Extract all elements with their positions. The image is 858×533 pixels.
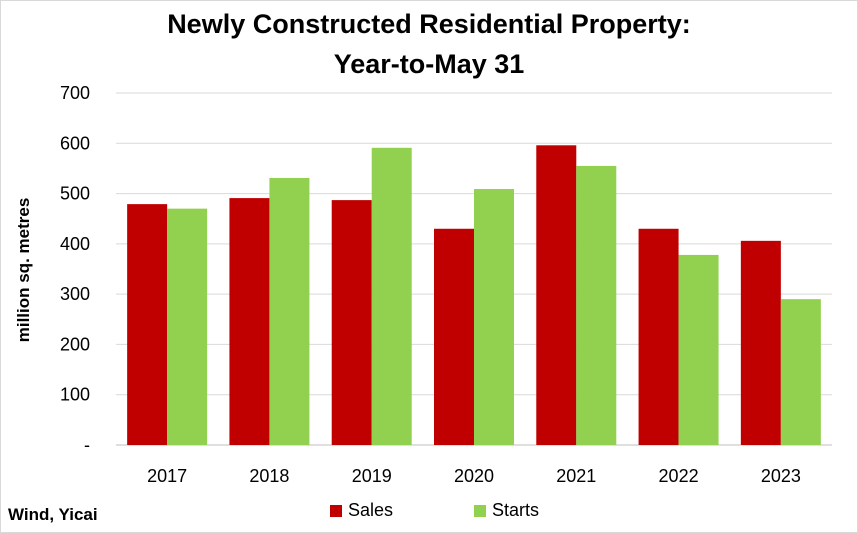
bar-starts [780,299,821,445]
y-tick-label: 400 [60,234,90,254]
y-tick-label: 300 [60,284,90,304]
bar-sales [536,145,577,445]
chart-title: Newly Constructed Residential Property: [167,9,691,39]
legend-label-sales: Sales [348,500,394,520]
chart-subtitle: Year-to-May 31 [333,49,525,79]
legend-item-sales: Sales [330,500,393,521]
legend-swatch-starts [474,504,486,517]
bar-starts [269,177,310,446]
bar-sales [229,198,270,445]
y-tick-label: 700 [60,83,90,103]
bar-starts [678,254,719,445]
legend-item-starts: Starts [474,500,539,521]
y-tick-label: - [84,435,90,455]
bar-sales [331,200,372,445]
bar-starts [371,147,412,445]
bar-sales [740,240,781,445]
legend-swatch-sales [330,504,342,517]
y-axis-label: million sq. metres [14,197,33,343]
y-tick-label: 500 [60,184,90,204]
x-tick-label: 2020 [454,466,494,486]
y-tick-label: 600 [60,133,90,153]
bar-sales [638,228,679,445]
bar-starts [474,189,514,445]
bar-starts [576,165,617,445]
x-tick-label: 2023 [761,466,801,486]
x-tick-label: 2018 [249,466,289,486]
x-tick-label: 2021 [556,466,596,486]
x-tick-label: 2022 [659,466,699,486]
y-tick-label: 200 [60,334,90,354]
legend-label-starts: Starts [492,500,540,520]
bar-starts [167,208,208,445]
bar-sales [127,204,168,445]
x-tick-label: 2017 [147,466,187,486]
source-note: Wind, Yicai [8,505,98,524]
bar-sales [434,228,474,445]
x-tick-label: 2019 [352,466,392,486]
y-tick-label: 100 [60,385,90,405]
